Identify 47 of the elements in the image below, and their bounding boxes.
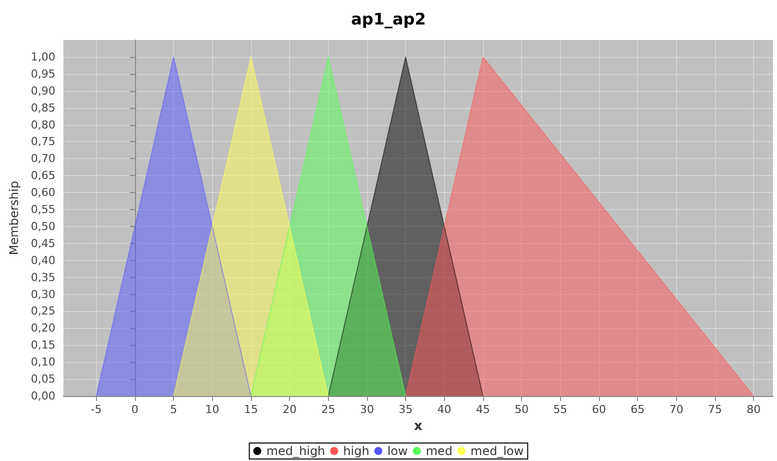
y-tick-label: 0,75 [30, 135, 56, 148]
legend-label: low [387, 444, 408, 458]
y-tick-label: 0,40 [30, 254, 56, 267]
x-tick-label: 75 [708, 403, 722, 416]
x-tick-label: 25 [321, 403, 336, 416]
y-tick-label: 0,95 [30, 67, 56, 80]
y-tick-label: 0,45 [30, 236, 56, 250]
x-tick-label: 50 [514, 403, 529, 416]
y-tick-label: 0,90 [30, 84, 56, 98]
legend-label: med [426, 444, 453, 458]
x-tick-label: 15 [244, 403, 258, 416]
y-tick-label: 0,80 [30, 118, 56, 132]
x-axis-title: x [414, 418, 423, 434]
x-tick-label: 45 [476, 403, 490, 416]
legend-label: med_low [470, 444, 524, 458]
x-tick-label: 80 [746, 403, 761, 416]
x-tick-label: 40 [437, 403, 452, 416]
x-tick-label: 65 [630, 403, 645, 416]
y-tick-label: 0,85 [30, 101, 56, 114]
legend-label: med_high [266, 444, 326, 458]
legend-label: high [343, 444, 370, 458]
y-tick-label: 0,60 [30, 186, 56, 200]
y-tick-label: 0,50 [30, 220, 56, 233]
x-tick-label: 5 [170, 403, 178, 416]
x-tick-label: 10 [205, 403, 220, 416]
y-tick-label: 0,70 [30, 152, 56, 166]
x-tick-label: 35 [398, 403, 413, 416]
y-tick-label: 0,25 [30, 304, 56, 318]
y-tick-label: 0,20 [30, 322, 56, 335]
x-tick-label: 60 [592, 403, 606, 416]
y-tick-label: 1,00 [30, 50, 56, 64]
x-tick-label: 55 [553, 403, 568, 416]
x-tick-label: -5 [90, 403, 102, 416]
chart-title: ap1_ap2 [351, 10, 426, 28]
y-tick-label: 0,05 [30, 372, 56, 386]
y-tick-label: 0,65 [30, 169, 56, 182]
y-tick-label: 0,30 [30, 288, 56, 301]
x-tick-label: 20 [282, 403, 297, 416]
y-axis-title: Membership [7, 180, 21, 256]
y-tick-label: 0,15 [30, 338, 56, 352]
x-tick-label: 30 [360, 403, 374, 416]
y-tick-label: 0,00 [30, 390, 56, 402]
y-tick-label: 0,10 [30, 356, 56, 369]
x-tick-label: 0 [131, 403, 138, 416]
y-tick-label: 0,35 [30, 270, 56, 284]
y-tick-label: 0,55 [30, 203, 56, 216]
x-tick-label: 70 [669, 403, 684, 416]
